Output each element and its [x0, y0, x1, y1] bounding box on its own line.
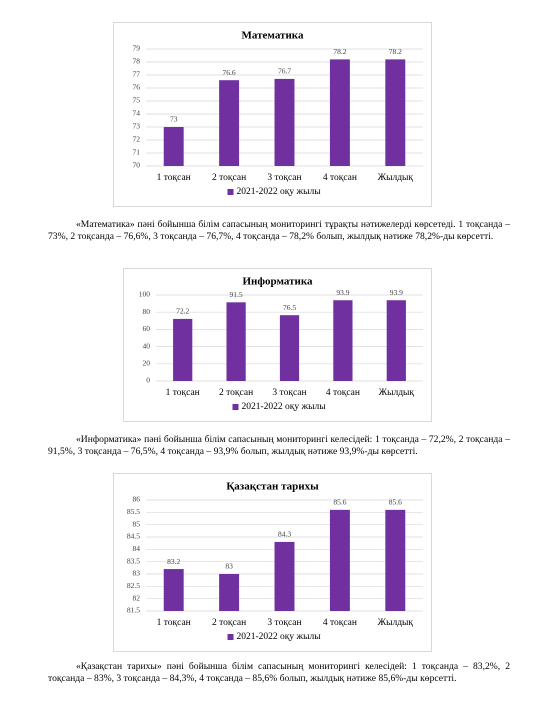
x-tick-label: 4 тоқсан	[323, 618, 357, 628]
bar	[386, 300, 406, 381]
legend-swatch	[227, 189, 234, 195]
data-label: 76.7	[278, 67, 291, 76]
chart-title: Математика	[242, 30, 304, 42]
x-tick-label: 2 тоқсан	[212, 618, 246, 628]
paragraph: «Информатика» пәні бойынша білім сапасын…	[48, 434, 510, 457]
y-tick-label: 81.5	[127, 606, 140, 615]
y-tick-label: 77	[133, 70, 141, 79]
x-tick-label: 1 тоқсан	[157, 173, 191, 183]
data-label: 93.9	[336, 288, 349, 297]
legend-swatch	[227, 634, 234, 640]
data-label: 85.6	[389, 498, 402, 507]
x-tick-label: Жылдық	[379, 388, 415, 398]
x-tick-label: Жылдық	[378, 173, 414, 183]
data-label: 78.2	[333, 47, 346, 56]
bar	[173, 318, 193, 381]
y-tick-label: 78	[133, 57, 141, 66]
y-tick-label: 60	[143, 324, 151, 333]
x-tick-label: Жылдық	[378, 618, 414, 628]
y-tick-label: 75	[133, 96, 141, 105]
y-tick-label: 71	[133, 148, 141, 157]
chart-title: Информатика	[242, 276, 313, 288]
x-tick-label: 3 тоқсан	[272, 388, 306, 398]
y-tick-label: 20	[143, 359, 151, 368]
y-tick-label: 72	[133, 135, 141, 144]
data-label: 83	[225, 562, 233, 571]
bar	[385, 509, 406, 611]
bar	[219, 80, 240, 166]
y-tick-label: 73	[133, 122, 141, 131]
data-label: 76.6	[223, 68, 236, 77]
bar	[274, 78, 295, 166]
y-tick-label: 82	[133, 593, 141, 602]
data-label: 76.5	[283, 303, 296, 312]
bar	[385, 59, 406, 166]
chart-title: Қазақстан тарихы	[226, 481, 319, 493]
data-label: 83.2	[167, 557, 180, 566]
bar	[163, 127, 184, 166]
y-tick-label: 84.5	[127, 532, 140, 541]
x-tick-label: 2 тоқсан	[219, 388, 253, 398]
x-tick-label: 1 тоқсан	[166, 388, 200, 398]
x-tick-label: 3 тоқсан	[267, 173, 301, 183]
y-tick-label: 83.5	[127, 556, 140, 565]
y-tick-label: 86	[133, 495, 141, 504]
y-tick-label: 76	[133, 83, 141, 92]
data-label: 78.2	[389, 47, 402, 56]
data-label: 91.5	[230, 290, 243, 299]
bar	[219, 574, 240, 611]
x-tick-label: 2 тоқсан	[212, 173, 246, 183]
bar	[333, 300, 353, 381]
x-tick-label: 1 тоқсан	[157, 618, 191, 628]
bar	[279, 315, 300, 381]
chart: Математика 70 71 72 73 74 75 76 77 78 79 1 тоқсан 2 …	[113, 22, 432, 207]
bar	[329, 509, 350, 611]
data-label: 73	[170, 115, 178, 124]
chart: Информатика 0 20 40 60 80 100 1 тоқсан 2 тоқсан 3…	[123, 268, 432, 422]
data-label: 72.2	[176, 307, 189, 316]
y-tick-label: 85	[133, 519, 141, 528]
y-tick-label: 70	[133, 161, 141, 170]
chart: Қазақстан тарихы 81.5 82 82.5 83 83.5 84 84.5 85…	[113, 473, 432, 652]
bar	[329, 59, 350, 166]
y-tick-label: 100	[139, 290, 151, 299]
y-tick-label: 85.5	[127, 507, 140, 516]
data-label: 85.6	[333, 498, 346, 507]
y-tick-label: 40	[143, 341, 151, 350]
y-tick-label: 79	[133, 44, 141, 53]
data-label: 84.3	[278, 530, 291, 539]
legend-swatch	[232, 404, 239, 410]
paragraph: «Математика» пәні бойынша білім сапасыны…	[48, 219, 510, 242]
bar	[274, 541, 295, 611]
y-tick-label: 83	[133, 569, 141, 578]
bar	[163, 569, 184, 611]
y-tick-label: 82.5	[127, 581, 140, 590]
y-tick-label: 84	[133, 544, 141, 553]
legend-label: 2021-2022 оқу жылы	[237, 187, 322, 197]
y-tick-label: 0	[146, 376, 150, 385]
legend-label: 2021-2022 оқу жылы	[237, 632, 322, 642]
x-tick-label: 4 тоқсан	[326, 388, 360, 398]
y-tick-label: 80	[143, 307, 151, 316]
data-label: 93.9	[390, 288, 403, 297]
legend-label: 2021-2022 оқу жылы	[242, 402, 327, 412]
bar	[226, 302, 246, 381]
paragraph: «Қазақстан тарихы» пәні бойынша білім са…	[48, 661, 510, 684]
y-tick-label: 74	[133, 109, 141, 118]
x-tick-label: 3 тоқсан	[267, 618, 301, 628]
x-tick-label: 4 тоқсан	[323, 173, 357, 183]
